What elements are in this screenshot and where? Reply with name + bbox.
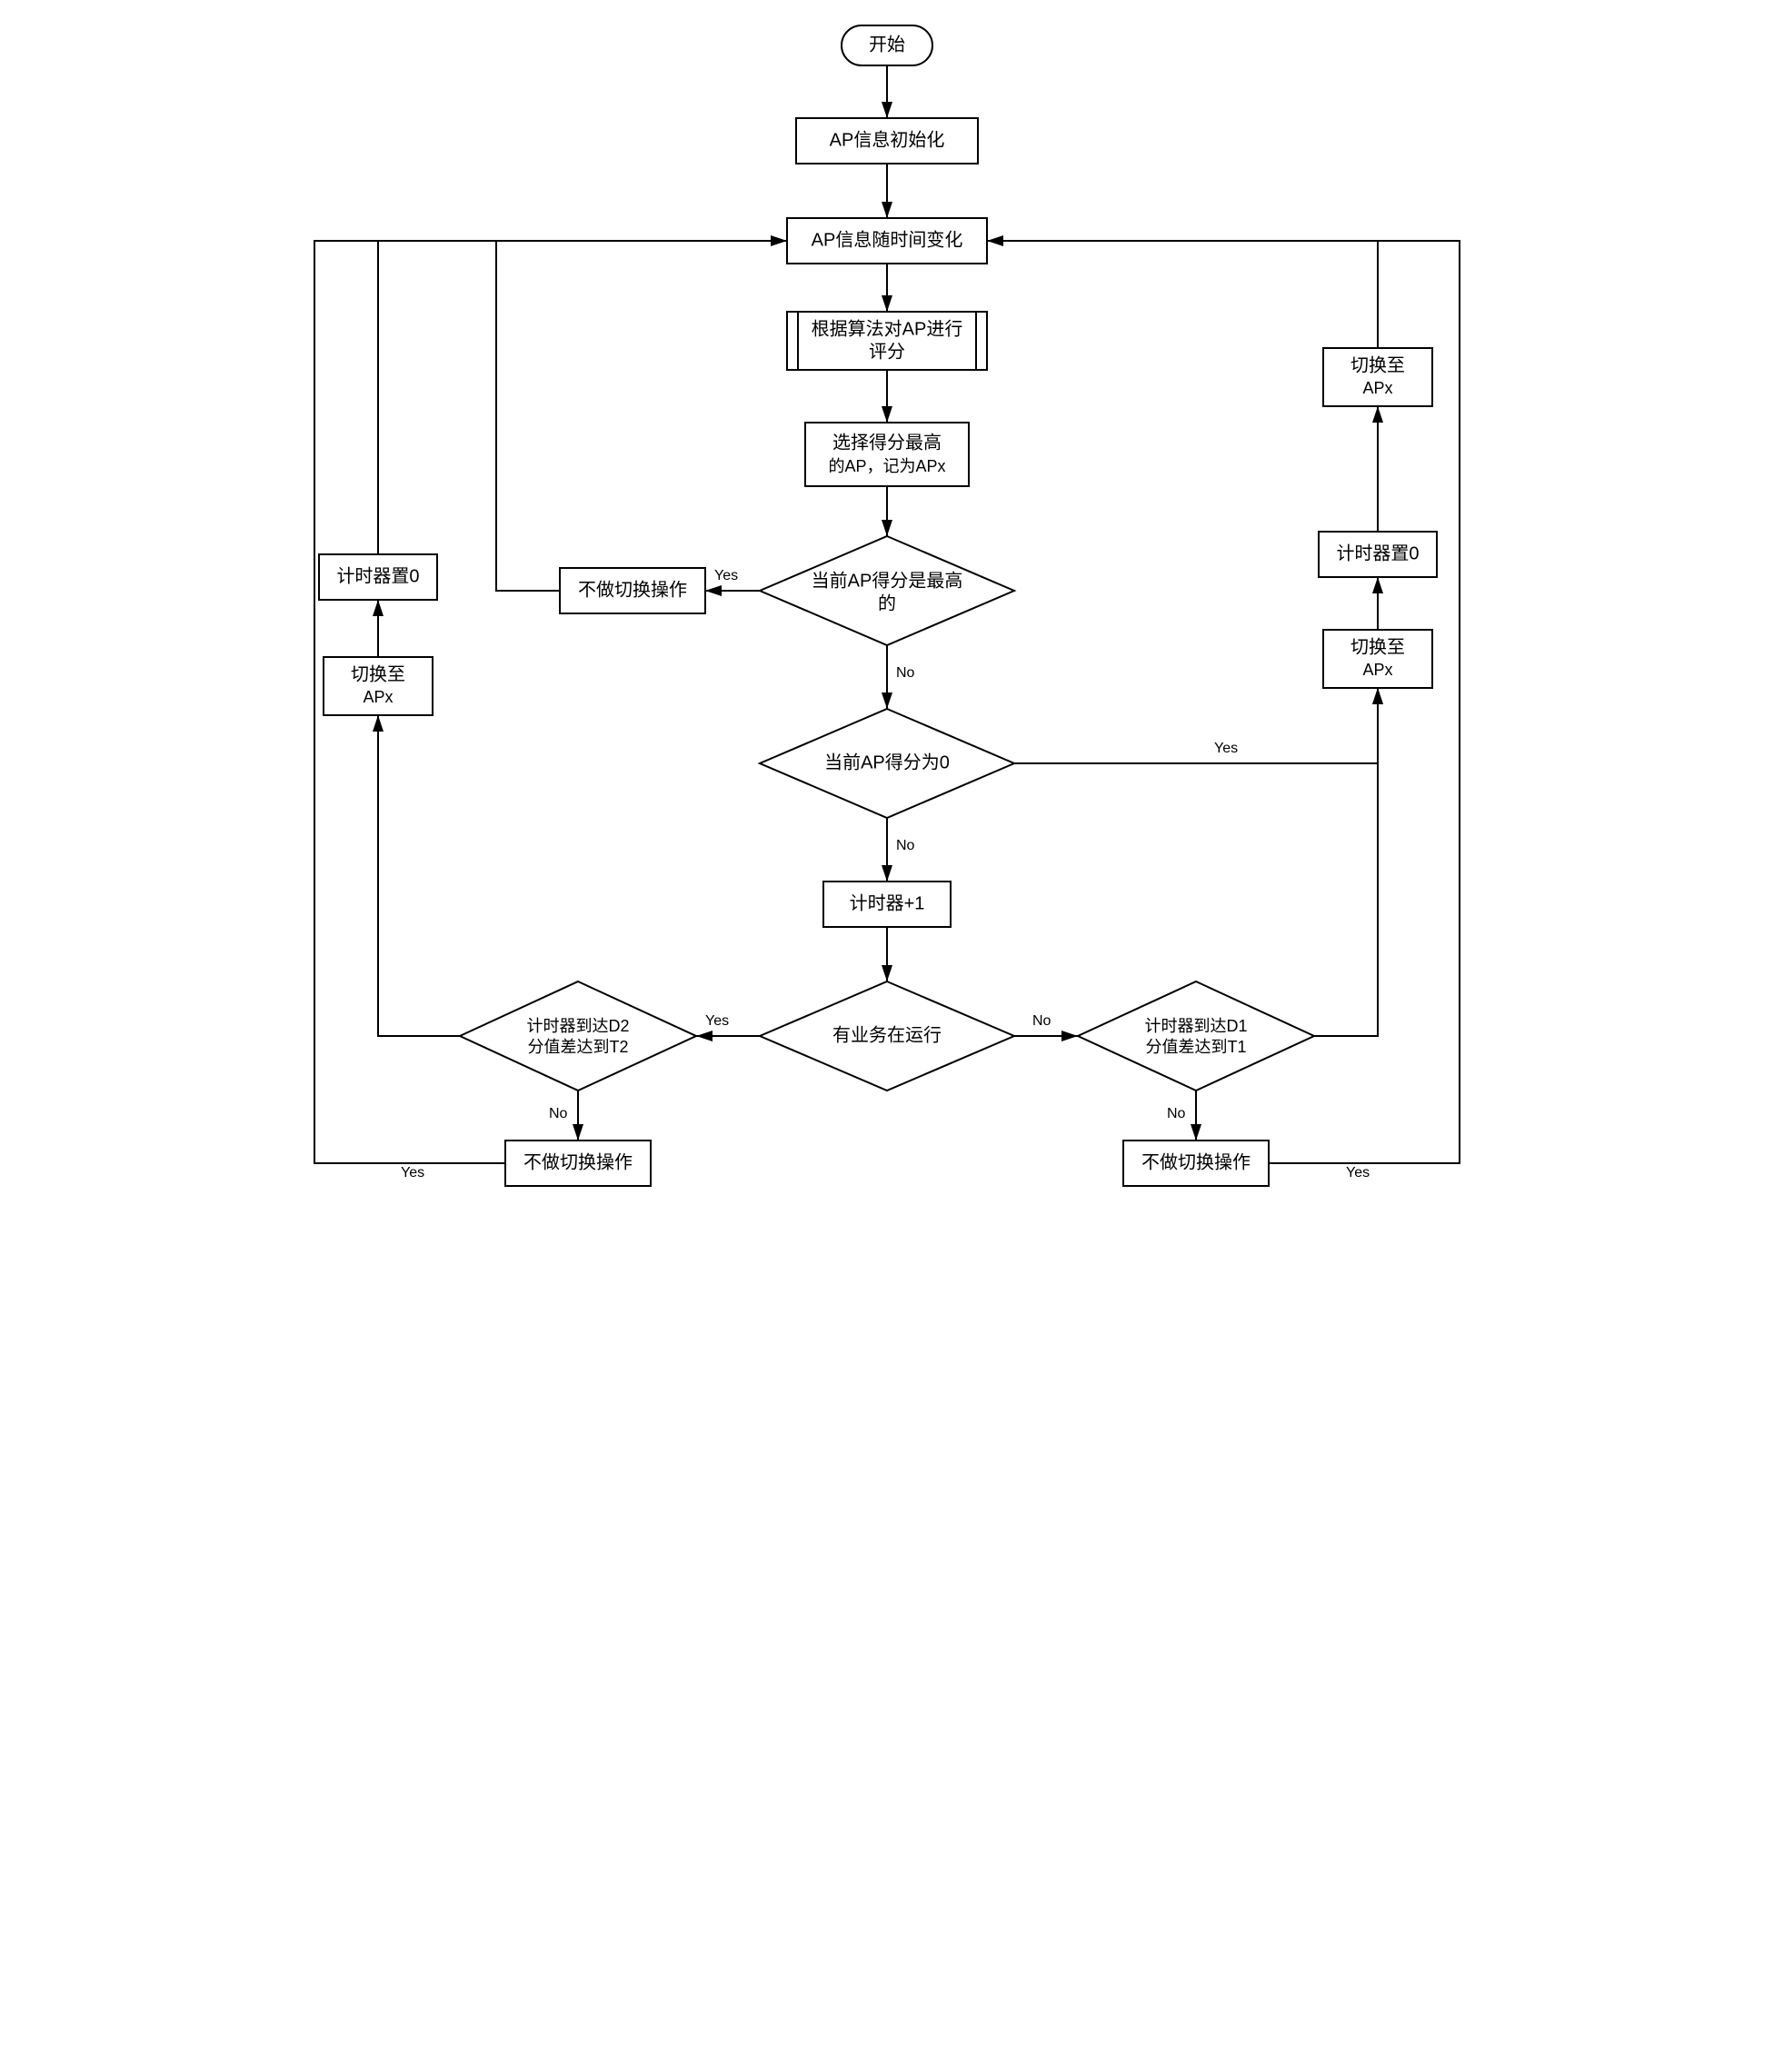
d3-label: 有业务在运行	[832, 1024, 942, 1045]
node-d1: 当前AP得分是最高 的	[760, 536, 1014, 645]
svg-text:的AP，记为APx: 的AP，记为APx	[828, 457, 945, 475]
select-label-1: 选择得分最高	[832, 432, 942, 453]
edge-d2-swr1	[1014, 688, 1378, 763]
select-label-2: 的AP，记为APx	[828, 457, 945, 475]
rstr1-label: 计时器置0	[1336, 543, 1419, 563]
node-rst-r1: 计时器置0	[1319, 532, 1437, 577]
score-label-2: 评分	[869, 341, 905, 362]
nsleft-left-yes: Yes	[401, 1165, 424, 1180]
node-start: 开始	[842, 25, 932, 65]
d2-yes-label: Yes	[1214, 741, 1238, 756]
edge-swr2-change	[987, 241, 1378, 348]
swr1-label-2: APx	[1362, 661, 1392, 679]
dright-label-2: 分值差达到T1	[1145, 1038, 1246, 1056]
node-change: AP信息随时间变化	[787, 218, 987, 264]
d2-label: 当前AP得分为0	[824, 752, 950, 772]
edge-noswitch1-change	[496, 241, 787, 591]
timer-label: 计时器+1	[850, 892, 925, 913]
noswitch1-label: 不做切换操作	[578, 579, 687, 600]
node-sw-r2: 切换至 APx	[1323, 348, 1432, 406]
node-d3: 有业务在运行	[760, 981, 1014, 1091]
dright-label-1: 计时器到达D1	[1144, 1017, 1247, 1035]
nsleft-label: 不做切换操作	[523, 1151, 633, 1172]
node-rst-left: 计时器置0	[319, 554, 437, 600]
node-d-right: 计时器到达D1 分值差达到T1	[1078, 981, 1314, 1091]
swr2-label-2: APx	[1362, 379, 1392, 397]
d2-no-label: No	[896, 838, 915, 853]
score-label-1: 根据算法对AP进行	[812, 318, 963, 339]
flowchart-canvas: 开始 AP信息初始化 AP信息随时间变化 根据算法对AP进行 评分 选择得分最高…	[296, 18, 1478, 1400]
rstleft-label: 计时器置0	[336, 565, 419, 586]
start-label: 开始	[869, 34, 905, 55]
node-init: AP信息初始化	[796, 118, 978, 164]
node-select: 选择得分最高 的AP，记为APx	[805, 423, 969, 486]
dleft-label-1: 计时器到达D2	[526, 1017, 629, 1035]
edge-rstleft-change-seg1	[378, 241, 496, 554]
node-ns-right: 不做切换操作	[1123, 1141, 1269, 1186]
swleft-label-1: 切换至	[351, 663, 405, 684]
edge-dright-swr1	[1314, 688, 1378, 1036]
node-d-left: 计时器到达D2 分值差达到T2	[460, 981, 696, 1091]
d1-yes-label: Yes	[714, 568, 738, 583]
dleft-label-2: 分值差达到T2	[527, 1038, 628, 1056]
d3-no-label: No	[1032, 1013, 1051, 1029]
dright-no-label: No	[1167, 1106, 1186, 1121]
init-label: AP信息初始化	[830, 129, 945, 150]
d1-label-2: 的	[878, 593, 896, 613]
nsright-label: 不做切换操作	[1141, 1151, 1251, 1172]
edge-dleft-swleft	[378, 715, 460, 1036]
node-score: 根据算法对AP进行 评分	[787, 312, 987, 370]
dleft-no-label: No	[549, 1106, 568, 1121]
node-d2: 当前AP得分为0	[760, 709, 1014, 818]
node-timer: 计时器+1	[823, 882, 951, 927]
node-sw-r1: 切换至 APx	[1323, 630, 1432, 688]
swleft-label-2: APx	[363, 688, 393, 706]
d3-yes-label: Yes	[705, 1013, 729, 1029]
d1-no-label: No	[896, 665, 915, 681]
swr2-label-1: 切换至	[1350, 354, 1405, 375]
nsright-right-yes: Yes	[1346, 1165, 1370, 1180]
d1-label-1: 当前AP得分是最高	[812, 570, 963, 591]
swr1-label-1: 切换至	[1350, 636, 1405, 657]
node-sw-left: 切换至 APx	[324, 657, 433, 715]
node-ns-left: 不做切换操作	[505, 1141, 651, 1186]
node-noswitch1: 不做切换操作	[560, 568, 705, 613]
change-label: AP信息随时间变化	[812, 229, 963, 250]
